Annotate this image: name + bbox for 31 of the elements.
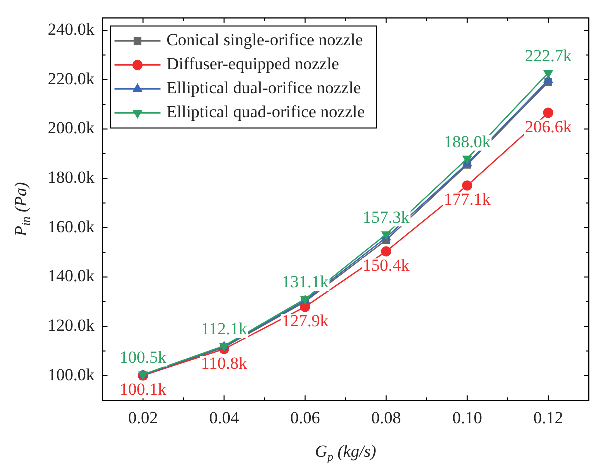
data-label: 100.1k bbox=[120, 380, 168, 400]
data-label: 150.4k bbox=[363, 256, 410, 276]
x-tick-label: 0.08 bbox=[372, 408, 402, 428]
data-label: 112.1k bbox=[201, 320, 248, 339]
x-tick-label: 0.10 bbox=[452, 408, 482, 428]
legend-label: Diffuser-equipped nozzle bbox=[166, 54, 340, 74]
y-tick-label: 240.0k bbox=[48, 20, 96, 40]
y-axis-title: Pin (Pa) bbox=[11, 182, 34, 238]
x-tick-label: 0.04 bbox=[209, 408, 240, 428]
data-label: 177.1k bbox=[444, 190, 492, 210]
y-tick-label: 100.0k bbox=[48, 365, 96, 384]
data-label: 188.0k bbox=[444, 132, 492, 152]
legend-label: Conical single-orifice nozzle bbox=[166, 30, 364, 50]
y-tick-label: 220.0k bbox=[48, 69, 96, 88]
y-tick-label: 180.0k bbox=[48, 168, 96, 188]
y-tick-label: 120.0k bbox=[48, 316, 96, 336]
data-label: 222.7k bbox=[525, 46, 572, 66]
y-tick-label: 140.0k bbox=[48, 266, 96, 286]
data-label: 206.6k bbox=[525, 117, 572, 136]
data-label: 110.8k bbox=[201, 354, 248, 373]
x-tick-label: 0.06 bbox=[290, 408, 320, 428]
legend-label: Elliptical dual-orifice nozzle bbox=[166, 78, 362, 98]
y-tick-label: 200.0k bbox=[48, 118, 96, 138]
x-tick-label: 0.12 bbox=[534, 408, 564, 428]
data-label: 131.1k bbox=[282, 272, 330, 292]
x-tick-label: 0.02 bbox=[128, 408, 158, 428]
data-label: 127.9k bbox=[282, 312, 330, 331]
legend-label: Elliptical quad-orifice nozzle bbox=[166, 102, 365, 122]
y-tick-label: 160.0k bbox=[48, 217, 96, 236]
data-label: 100.5k bbox=[120, 348, 168, 368]
data-label: 157.3k bbox=[363, 208, 410, 228]
